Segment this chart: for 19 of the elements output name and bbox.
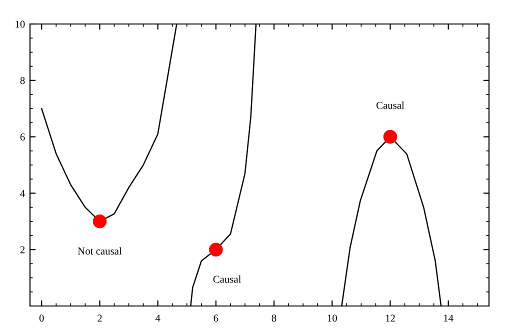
annotation: Not causal: [78, 247, 122, 255]
x-tick-label: 8: [272, 314, 276, 322]
x-tick-label: 12: [386, 314, 395, 322]
y-tick-label: 10: [16, 20, 25, 28]
x-tick-label: 2: [98, 314, 102, 322]
y-tick-label: 2: [20, 246, 25, 254]
x-tick-label: 10: [328, 314, 337, 322]
annotation: Causal: [213, 275, 241, 283]
y-tick-label: 8: [20, 77, 25, 84]
x-tick-label: 6: [214, 314, 218, 322]
y-tick-label: 4: [20, 190, 25, 197]
y-tick-label: 6: [20, 134, 25, 141]
annotation: Causal: [376, 102, 404, 109]
point: [92, 214, 107, 228]
x-tick-label: 0: [39, 314, 44, 322]
x-tick-label: 14: [444, 314, 454, 322]
point: [383, 130, 398, 144]
x-tick-label: 4: [155, 314, 160, 322]
point: [209, 242, 223, 257]
